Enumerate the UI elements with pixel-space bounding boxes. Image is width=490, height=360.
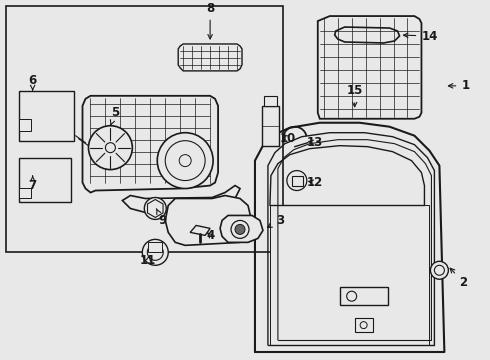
Circle shape <box>145 198 166 220</box>
Circle shape <box>105 143 116 153</box>
Polygon shape <box>318 16 421 119</box>
Circle shape <box>360 321 367 329</box>
Polygon shape <box>178 44 242 71</box>
Polygon shape <box>165 195 252 246</box>
Bar <box>19 91 74 141</box>
Bar <box>19 119 31 131</box>
Text: 2: 2 <box>450 268 467 289</box>
Text: 4: 4 <box>206 229 214 242</box>
Text: 8: 8 <box>206 1 214 39</box>
Polygon shape <box>335 27 399 43</box>
Polygon shape <box>147 199 163 217</box>
Text: 10: 10 <box>280 132 296 145</box>
Circle shape <box>435 265 444 275</box>
Bar <box>355 318 372 332</box>
Bar <box>6 6 283 252</box>
Text: 14: 14 <box>404 30 438 42</box>
Text: 3: 3 <box>268 214 284 228</box>
Circle shape <box>235 224 245 234</box>
Circle shape <box>142 239 168 265</box>
Circle shape <box>179 155 191 167</box>
Bar <box>340 287 388 305</box>
Circle shape <box>347 291 357 301</box>
Circle shape <box>165 141 205 181</box>
Bar <box>270 206 429 345</box>
Text: 6: 6 <box>28 75 37 90</box>
Text: 7: 7 <box>28 176 37 192</box>
Polygon shape <box>190 225 210 235</box>
Text: 11: 11 <box>140 254 156 267</box>
Bar <box>19 188 31 198</box>
Text: 15: 15 <box>346 84 363 107</box>
Bar <box>148 242 162 252</box>
Text: 9: 9 <box>156 209 167 227</box>
Polygon shape <box>122 185 240 212</box>
Bar <box>264 96 277 106</box>
Circle shape <box>89 126 132 170</box>
Bar <box>262 106 279 146</box>
Text: 1: 1 <box>448 79 469 93</box>
Circle shape <box>287 171 307 190</box>
Bar <box>19 158 71 202</box>
Polygon shape <box>82 96 218 193</box>
Circle shape <box>231 220 249 238</box>
Polygon shape <box>220 215 263 242</box>
Text: 5: 5 <box>110 106 120 125</box>
Text: 13: 13 <box>307 136 323 149</box>
Circle shape <box>147 244 163 260</box>
Circle shape <box>430 261 448 279</box>
Circle shape <box>157 133 213 189</box>
Text: 12: 12 <box>307 176 323 189</box>
